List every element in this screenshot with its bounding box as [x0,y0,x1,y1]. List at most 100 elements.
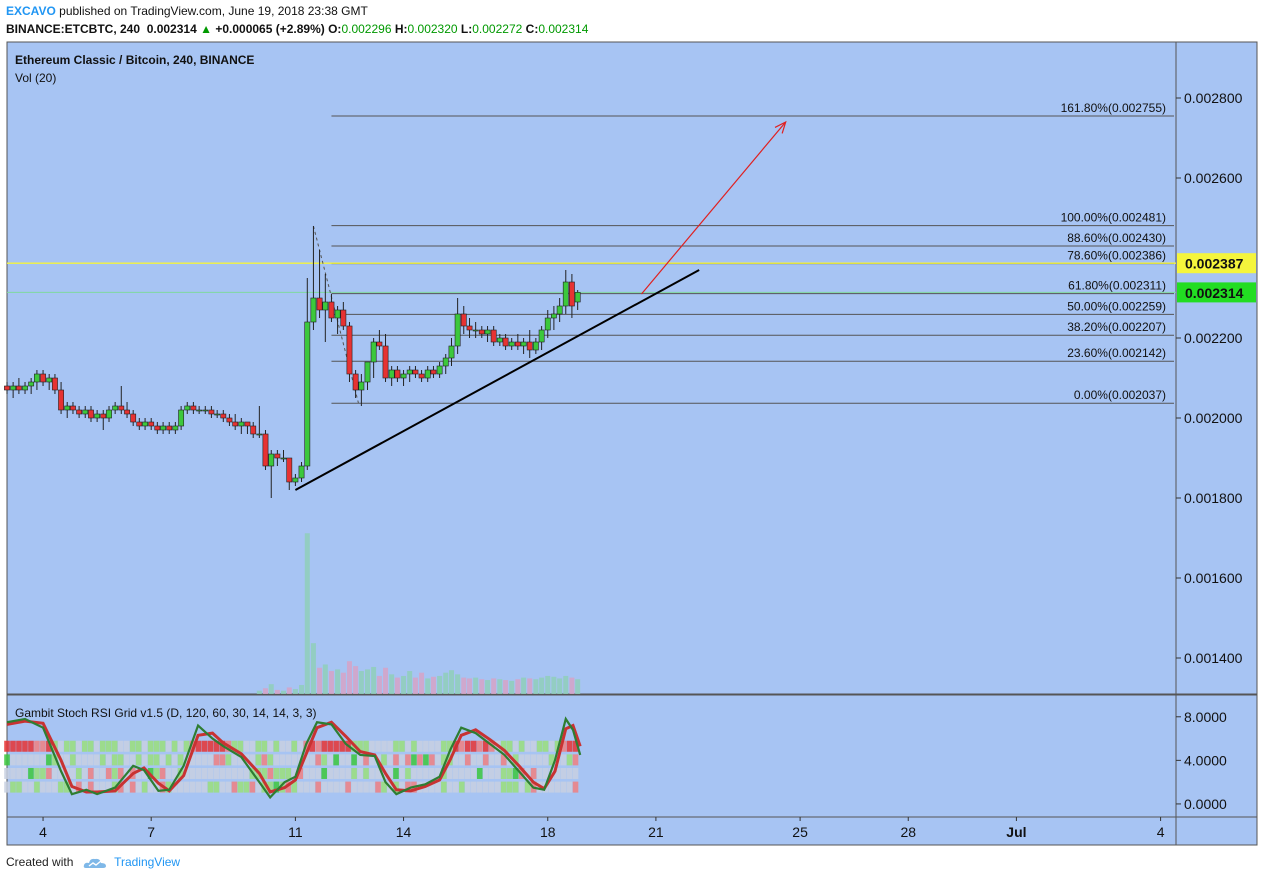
volume-bar [557,678,563,694]
fib-level-label: 38.20%(0.002207) [1067,320,1166,334]
stoch-grid-cell [387,754,393,766]
volume-bar [485,680,491,694]
stoch-grid-cell [512,767,519,779]
stoch-grid-cell [249,781,256,793]
tradingview-link[interactable]: TradingView [114,855,181,869]
volume-bar [292,689,298,694]
stoch-grid-cell [255,740,262,752]
candle-body [250,425,257,435]
stoch-grid-cell [399,781,405,793]
candle-body [412,369,419,375]
candles-layer [4,226,581,498]
candle-body [76,409,82,415]
candle-body [346,325,353,375]
volume-bar [371,666,377,694]
volume-bar [430,676,436,694]
price-tick-label: 0.001800 [1184,490,1243,506]
stoch-grid-cell [237,754,244,766]
volume-bar [539,677,545,694]
stoch-grid-cell [46,767,52,779]
stoch-grid-cell [285,767,292,779]
stoch-grid-cell [207,740,214,752]
stoch-grid-cell [261,754,268,766]
volume-bar [365,669,370,694]
stoch-grid-cell [87,781,94,793]
stoch-grid-cell [81,767,88,779]
volume-bar [340,672,346,694]
candle-body [478,329,485,335]
candle-body [424,369,431,379]
stoch-grid-cell [267,754,274,766]
stoch-grid-cell [231,754,238,766]
stoch-grid-cell [58,767,64,779]
stoch-grid-cell [524,740,531,752]
stoch-grid-cell [482,767,489,779]
time-axis[interactable] [6,816,1177,846]
oscillator-axis[interactable] [1175,694,1258,818]
candle-body [310,297,317,323]
price-tick-label: 0.002200 [1184,330,1243,346]
stoch-grid-cell [506,740,513,752]
stoch-grid-cell [189,754,196,766]
volume-bar [533,679,539,694]
stoch-grid-cell [285,754,292,766]
candle-body [142,421,148,427]
stoch-grid-cell [405,740,411,752]
stoch-grid-cell [261,767,268,779]
stoch-grid-cell [500,767,507,779]
stoch-grid-cell [566,767,573,779]
time-tick-label: 25 [792,824,808,840]
stoch-grid-cell [201,740,208,752]
candle-body [382,345,389,379]
stoch-grid-cell [327,781,333,793]
stoch-grid-cell [40,781,46,793]
open-value: 0.002296 [341,22,392,36]
stoch-grid-cell [219,781,226,793]
stoch-grid-cell [207,767,214,779]
volume-bar [407,671,413,694]
volume-bar [310,643,316,694]
stoch-grid-cell [34,767,40,779]
stoch-grid-cell [171,767,178,779]
stoch-grid-cell [111,740,118,752]
fib-level-label: 50.00%(0.002259) [1067,299,1166,313]
volume-bar [274,689,280,694]
volume-bar [425,678,431,694]
stoch-grid-cell [321,740,327,752]
author-link[interactable]: EXCAVO [6,4,56,18]
stoch-grid-cell [207,781,214,793]
arrow-head-icon [774,120,787,134]
stoch-grid-cell [58,740,64,752]
price-tick-label: 0.001600 [1184,570,1243,586]
open-label: O: [328,22,342,36]
stoch-grid-cell [195,767,202,779]
up-triangle-icon: ▲ [200,22,212,36]
stoch-grid-cell [566,740,573,752]
candle-body [286,457,293,483]
stoch-grid-cell [105,781,112,793]
price-tick-label: 0.002000 [1184,410,1243,426]
stoch-grid-cell [28,767,34,779]
current-price-tag [1177,282,1256,303]
stoch-grid-cell [470,767,477,779]
stoch-grid-cell [16,767,22,779]
price-axis[interactable] [1175,41,1258,695]
time-tick-label: 21 [648,824,664,840]
candle-body [15,385,22,391]
candle-body [52,377,58,391]
stoch-grid-cell [500,781,507,793]
stoch-grid-cell [255,754,262,766]
time-tick-label: 4 [39,824,47,840]
price-pane[interactable] [6,41,1177,695]
stoch-grid-cell [105,767,112,779]
stoch-grid-cell [393,754,399,766]
level-price-tag [1177,253,1256,274]
candle-body [400,373,407,379]
stoch-grid-cell [279,767,286,779]
stoch-grid-cell [297,767,304,779]
oscillator-ticks: 8.0000 4.0000 0.0000 [1176,709,1227,812]
stoch-grid-cell [64,754,70,766]
stoch-grid-cell [22,767,28,779]
stoch-grid-cell [76,767,82,779]
